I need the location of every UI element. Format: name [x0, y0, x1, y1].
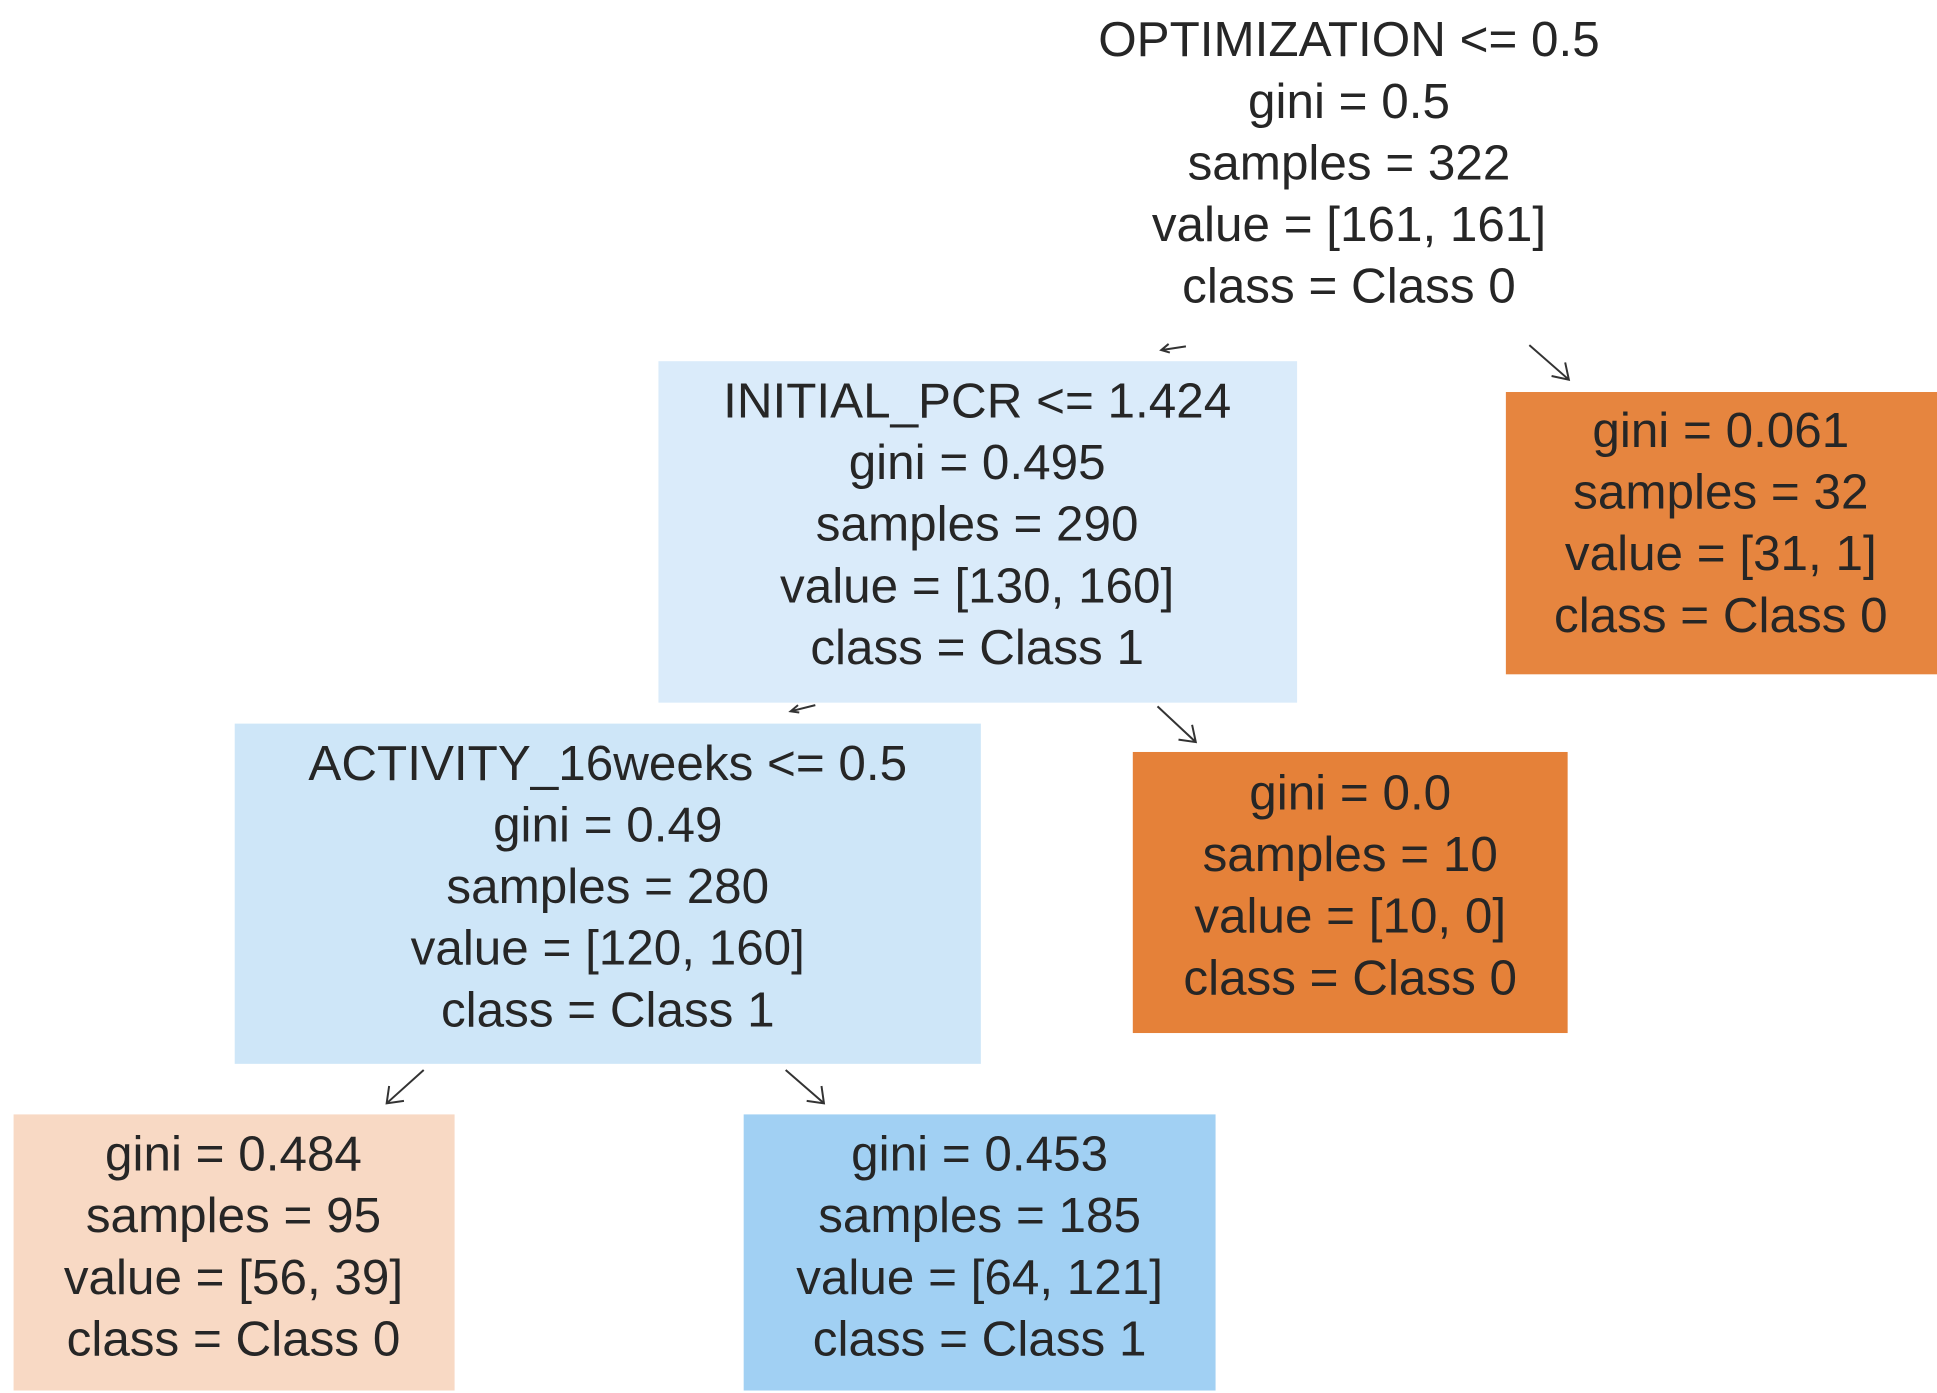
node-text: samples = 185 [818, 1188, 1141, 1243]
node-text: gini = 0.453 [851, 1127, 1108, 1182]
edges [385, 343, 1571, 1105]
node-box [234, 723, 981, 1064]
edge [1159, 343, 1187, 354]
edge [1528, 344, 1571, 381]
node-text: samples = 280 [446, 859, 769, 914]
node-text: value = [56, 39] [64, 1250, 403, 1305]
edge [385, 1069, 425, 1105]
node-text: class = Class 0 [67, 1312, 401, 1367]
node-text: value = [31, 1] [1565, 526, 1877, 581]
node-text: class = Class 1 [441, 982, 775, 1037]
node-box [1505, 392, 1937, 675]
node-text: ACTIVITY_16weeks <= 0.5 [308, 736, 907, 791]
node-text: class = Class 0 [1182, 259, 1516, 314]
node-text: gini = 0.0 [1249, 765, 1451, 820]
node-text: samples = 95 [86, 1188, 381, 1243]
node-text: value = [64, 121] [796, 1250, 1163, 1305]
node-boxes [13, 361, 1937, 1391]
node-labels: OPTIMIZATION <= 0.5 gini = 0.5 samples = 3… [64, 12, 1888, 1366]
node-text: OPTIMIZATION <= 0.5 [1098, 12, 1600, 67]
node-text: value = [10, 0] [1194, 889, 1506, 944]
node-text: class = Class 0 [1554, 588, 1888, 643]
node-text: class = Class 0 [1183, 950, 1517, 1005]
node-text: value = [130, 160] [780, 558, 1174, 613]
node-text: gini = 0.484 [105, 1127, 362, 1182]
node-box [13, 1114, 455, 1391]
node-text: gini = 0.5 [1248, 74, 1450, 129]
node-text: samples = 322 [1188, 135, 1511, 190]
node-text: samples = 10 [1203, 827, 1498, 882]
node-text: class = Class 1 [813, 1312, 1147, 1367]
edge [785, 1069, 826, 1105]
node-box [658, 361, 1298, 703]
node-text: samples = 290 [816, 497, 1139, 552]
node-text: gini = 0.061 [1592, 403, 1849, 458]
node-text: value = [120, 160] [411, 921, 805, 976]
edge [788, 704, 816, 714]
node-text: samples = 32 [1573, 465, 1868, 520]
node-text: gini = 0.49 [493, 797, 722, 852]
node-text: gini = 0.495 [849, 435, 1106, 490]
node-box [743, 1114, 1216, 1391]
node-text: class = Class 1 [810, 620, 1144, 675]
node-text: INITIAL_PCR <= 1.424 [723, 373, 1231, 428]
edge [1156, 705, 1198, 744]
node-box [1132, 751, 1568, 1034]
node-text: value = [161, 161] [1152, 197, 1546, 252]
